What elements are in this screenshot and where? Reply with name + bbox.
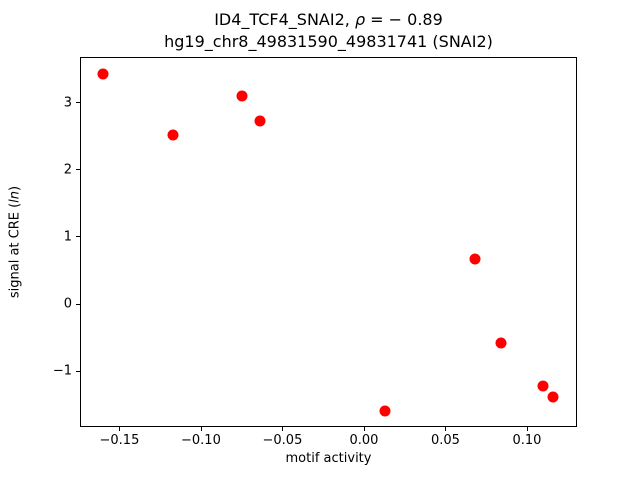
chart-subtitle: hg19_chr8_49831590_49831741 (SNAI2) <box>164 32 493 51</box>
chart-title-text: ID4_TCF4_SNAI2, <box>214 10 355 29</box>
y-tick-label: 0 <box>63 296 72 312</box>
x-tick-label: 0.10 <box>512 433 542 448</box>
y-axis-label: signal at CRE (ln) <box>8 186 23 298</box>
x-tick-mark <box>200 427 202 431</box>
x-tick-label: 0.00 <box>349 433 379 448</box>
x-tick-mark <box>282 427 284 431</box>
scatter-point <box>537 380 549 392</box>
scatter-point <box>97 68 109 80</box>
scatter-point <box>379 405 391 417</box>
y-tick-mark <box>76 236 80 238</box>
x-axis-label: motif activity <box>285 451 372 466</box>
scatter-point <box>547 391 559 403</box>
x-tick-label: −0.10 <box>181 433 221 448</box>
y-tick-mark <box>76 303 80 305</box>
y-tick-mark <box>76 370 80 372</box>
scatter-point <box>469 253 481 265</box>
y-tick-mark <box>76 169 80 171</box>
x-tick-label: 0.05 <box>430 433 460 448</box>
scatter-point <box>254 115 266 127</box>
scatter-point <box>236 90 248 102</box>
rho-symbol: ρ <box>354 10 366 29</box>
x-tick-label: −0.15 <box>99 433 140 448</box>
x-tick-label: −0.05 <box>262 433 303 448</box>
x-tick-mark <box>363 427 365 431</box>
x-tick-mark <box>119 427 121 431</box>
plot-area <box>80 57 577 427</box>
scatter-point <box>167 129 179 141</box>
y-axis-label-text: signal at CRE ( <box>7 202 23 299</box>
y-tick-label: 3 <box>63 95 72 111</box>
chart-title: ID4_TCF4_SNAI2, ρ = − 0.89 <box>80 9 577 31</box>
scatter-point <box>495 337 507 349</box>
y-axis-label-close: ) <box>7 185 23 191</box>
y-tick-label: 1 <box>63 229 72 245</box>
y-tick-label: 2 <box>63 162 72 178</box>
y-tick-label: −1 <box>52 363 72 379</box>
y-tick-mark <box>76 102 80 104</box>
x-tick-mark <box>445 427 447 431</box>
y-axis-label-italic: ln <box>7 190 23 203</box>
correlation-value: = − 0.89 <box>365 10 443 29</box>
x-tick-mark <box>526 427 528 431</box>
